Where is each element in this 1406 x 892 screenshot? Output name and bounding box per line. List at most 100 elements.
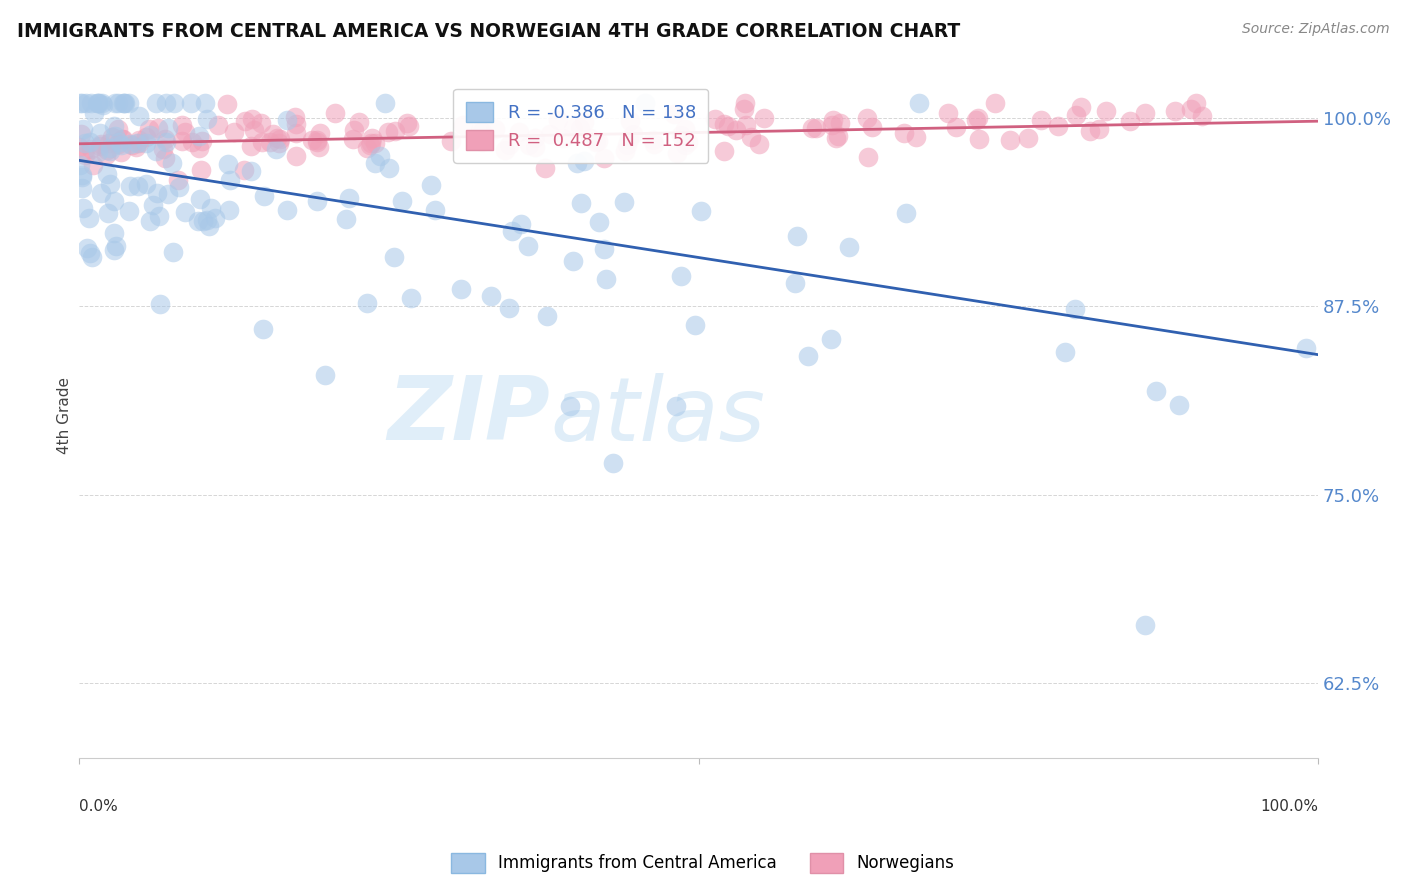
Point xyxy=(1064,108,1087,122)
Point xyxy=(856,150,879,164)
Point xyxy=(1087,122,1109,136)
Point xyxy=(142,198,165,212)
Point xyxy=(595,271,617,285)
Point xyxy=(1164,103,1187,118)
Point xyxy=(156,187,179,202)
Point xyxy=(139,214,162,228)
Point xyxy=(673,138,696,153)
Point xyxy=(307,133,329,147)
Point xyxy=(103,120,125,134)
Point xyxy=(110,145,132,159)
Point xyxy=(314,368,336,383)
Point xyxy=(107,122,129,136)
Point xyxy=(87,145,110,160)
Point xyxy=(191,134,214,148)
Point xyxy=(1180,103,1202,117)
Point xyxy=(602,456,624,470)
Point xyxy=(936,106,959,120)
Point xyxy=(284,126,307,140)
Point xyxy=(135,130,157,145)
Point xyxy=(103,244,125,258)
Point xyxy=(420,178,443,192)
Point xyxy=(673,122,696,136)
Point xyxy=(471,135,494,149)
Point xyxy=(188,128,211,143)
Point xyxy=(105,239,128,253)
Point xyxy=(69,157,91,171)
Point xyxy=(565,156,588,170)
Point xyxy=(538,127,561,141)
Point xyxy=(398,119,420,133)
Point xyxy=(174,205,197,219)
Point xyxy=(222,125,245,139)
Point xyxy=(965,113,987,128)
Point xyxy=(1070,100,1092,114)
Point xyxy=(824,131,846,145)
Text: ZIP: ZIP xyxy=(387,372,550,459)
Point xyxy=(740,129,762,144)
Point xyxy=(1095,103,1118,118)
Point xyxy=(616,138,638,153)
Point xyxy=(384,124,406,138)
Point xyxy=(82,158,104,172)
Point xyxy=(1047,119,1070,133)
Point xyxy=(860,120,883,135)
Point xyxy=(305,194,328,208)
Point xyxy=(107,137,129,152)
Point xyxy=(145,144,167,158)
Point xyxy=(517,137,540,152)
Point xyxy=(733,102,755,116)
Point xyxy=(856,112,879,126)
Point xyxy=(83,105,105,120)
Point xyxy=(233,162,256,177)
Point xyxy=(894,206,917,220)
Point xyxy=(368,149,391,163)
Point xyxy=(166,173,188,187)
Point xyxy=(264,142,287,156)
Point xyxy=(107,135,129,149)
Point xyxy=(128,109,150,123)
Point xyxy=(194,96,217,111)
Point xyxy=(1295,341,1317,355)
Point xyxy=(188,141,211,155)
Point xyxy=(786,229,808,244)
Point xyxy=(748,137,770,152)
Point xyxy=(187,214,209,228)
Point xyxy=(1185,96,1208,111)
Point xyxy=(89,96,111,111)
Point xyxy=(551,131,574,145)
Point xyxy=(233,113,256,128)
Point xyxy=(713,117,735,131)
Point xyxy=(360,131,382,145)
Point xyxy=(145,96,167,111)
Point xyxy=(70,169,93,184)
Point xyxy=(821,118,844,132)
Point xyxy=(471,124,494,138)
Point xyxy=(1029,113,1052,128)
Point xyxy=(423,203,446,218)
Point xyxy=(523,140,546,154)
Point xyxy=(75,148,97,162)
Point xyxy=(308,140,330,154)
Point xyxy=(356,296,378,310)
Point xyxy=(172,118,194,132)
Point xyxy=(127,178,149,193)
Point xyxy=(152,142,174,156)
Point xyxy=(558,399,581,413)
Point xyxy=(838,240,860,254)
Point xyxy=(484,121,506,136)
Point xyxy=(1017,130,1039,145)
Point xyxy=(619,114,641,128)
Point xyxy=(666,146,689,161)
Point xyxy=(305,135,328,149)
Point xyxy=(356,141,378,155)
Point xyxy=(893,126,915,140)
Point xyxy=(118,204,141,219)
Point xyxy=(323,106,346,120)
Point xyxy=(138,121,160,136)
Point xyxy=(69,96,91,111)
Point xyxy=(90,186,112,200)
Point xyxy=(572,114,595,128)
Point xyxy=(735,119,758,133)
Point xyxy=(285,148,308,162)
